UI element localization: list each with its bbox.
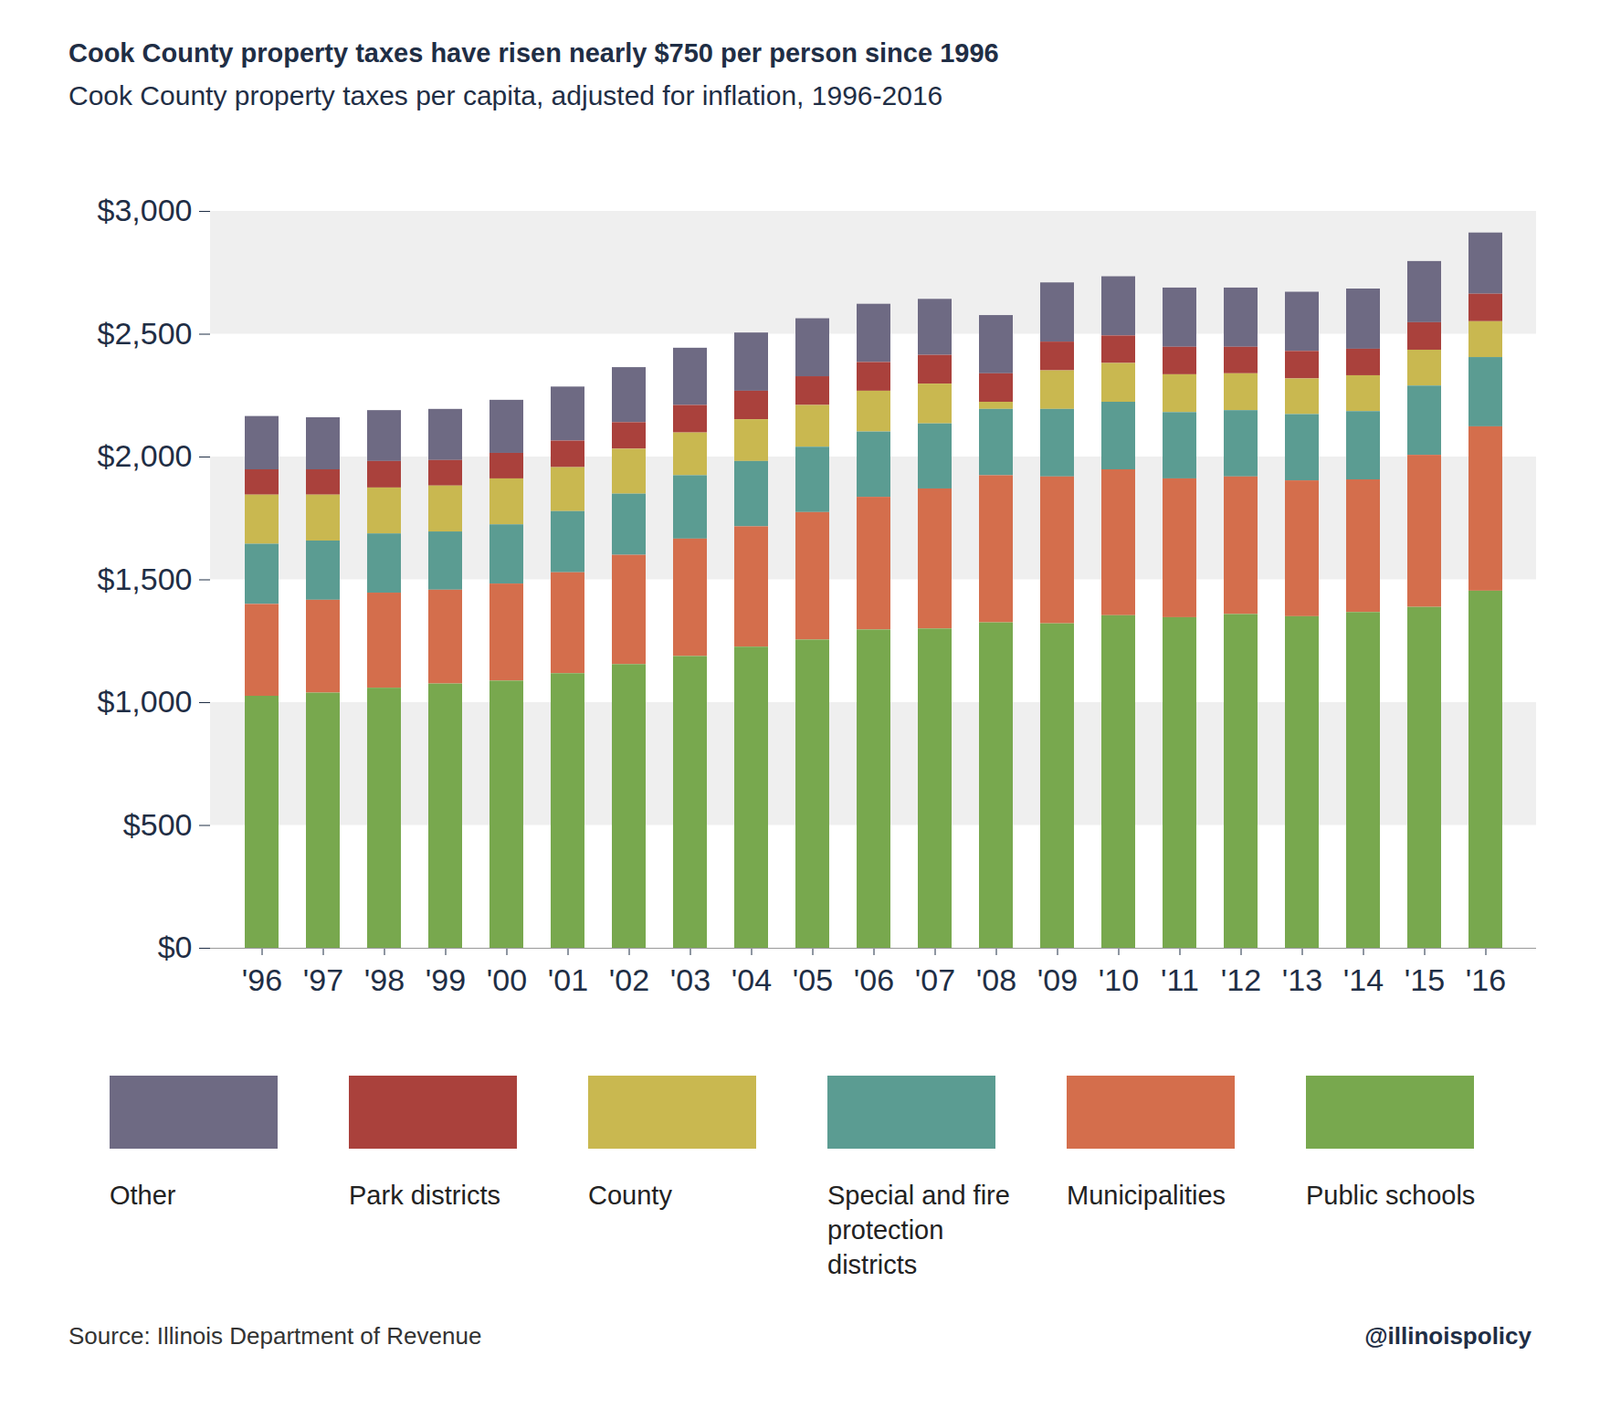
html-text:Cook County property taxes hav: Cook County property taxes have risen ne…: [68, 38, 999, 68]
html-text:Public schools: Public schools: [1305, 1180, 1476, 1211]
html-text:Source: Illinois Department of: Source: Illinois Department of Revenue: [68, 1322, 482, 1350]
svg-text:'04: '04: [731, 962, 772, 998]
svg-text:'15: '15: [1404, 962, 1445, 998]
html-text:County: County: [588, 1180, 673, 1211]
html-text:Special and fire protection di: Special and fire protection districts: [827, 1180, 1010, 1280]
svg-text:'13: '13: [1282, 962, 1323, 998]
svg-text:'16: '16: [1465, 962, 1506, 998]
svg-text:$1,500: $1,500: [97, 561, 193, 597]
svg-text:$3,000: $3,000: [97, 192, 193, 228]
html-text:Park districts: Park districts: [348, 1180, 501, 1211]
svg-text:$0: $0: [157, 929, 193, 965]
html-text:Cook County property taxes per: Cook County property taxes per capita, a…: [68, 80, 943, 111]
svg-text:'02: '02: [609, 962, 650, 998]
svg-text:$2,500: $2,500: [97, 315, 193, 351]
svg-text:'98: '98: [364, 962, 405, 998]
html-text:@illinoispolicy: @illinoispolicy: [1364, 1322, 1532, 1350]
html-text:Other: Other: [109, 1180, 176, 1211]
svg-text:'08: '08: [976, 962, 1017, 998]
svg-text:'99: '99: [425, 962, 466, 998]
svg-text:'03: '03: [670, 962, 711, 998]
svg-text:'11: '11: [1160, 962, 1200, 998]
svg-text:$1,000: $1,000: [97, 684, 193, 719]
svg-text:$500: $500: [123, 807, 193, 843]
svg-text:'00: '00: [486, 962, 527, 998]
svg-text:'12: '12: [1221, 962, 1262, 998]
svg-text:'07: '07: [915, 962, 956, 998]
svg-text:$2,000: $2,000: [97, 438, 193, 474]
svg-text:'06: '06: [853, 962, 895, 998]
svg-text:'96: '96: [242, 962, 283, 998]
svg-text:'97: '97: [303, 962, 344, 998]
svg-text:'09: '09: [1037, 962, 1078, 998]
svg-text:'01: '01: [547, 962, 589, 998]
svg-text:'05: '05: [792, 962, 833, 998]
svg-text:'10: '10: [1098, 962, 1139, 998]
svg-text:'14: '14: [1343, 962, 1384, 998]
html-text:Municipalities: Municipalities: [1066, 1180, 1226, 1211]
